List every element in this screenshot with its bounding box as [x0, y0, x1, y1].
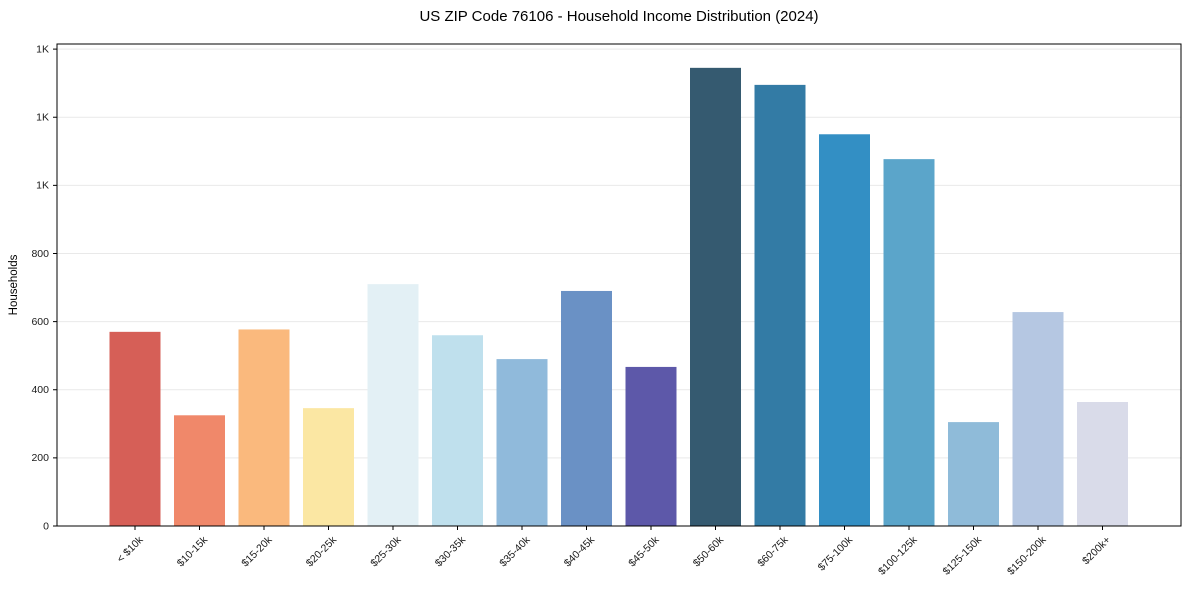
bar [1012, 312, 1064, 526]
x-axis-tick-label: $40-45k [562, 534, 598, 570]
y-axis-tick-label: 400 [31, 384, 49, 396]
x-axis-tick-label: $30-35k [433, 534, 469, 570]
y-axis-tick-label: 0 [43, 520, 49, 532]
bar [948, 422, 999, 526]
y-axis-tick-label: 800 [31, 248, 49, 260]
x-axis-tick-label: $60-75k [755, 534, 791, 570]
x-axis-tick-label: $200k+ [1080, 534, 1113, 567]
x-axis-tick-label: $20-25k [304, 534, 340, 570]
x-axis-tick-label: $35-40k [497, 534, 533, 570]
x-axis-tick-label: $100-125k [876, 534, 920, 578]
x-axis-tick-label: $45-50k [626, 534, 662, 570]
x-axis-tick-label: $50-60k [691, 534, 727, 570]
x-axis-tick-label: $15-20k [239, 534, 275, 570]
x-axis-tick-label: $10-15k [175, 534, 211, 570]
bar [496, 359, 548, 526]
y-axis-tick-label: 1K [36, 43, 49, 55]
bar [690, 67, 741, 527]
bar [754, 84, 806, 526]
bar [174, 415, 225, 526]
bar [303, 408, 354, 526]
bar [238, 329, 290, 526]
y-axis-tick-label: 600 [31, 316, 49, 328]
bar [109, 331, 161, 526]
x-axis-tick-label: $75-100k [816, 534, 856, 574]
bar [819, 134, 870, 526]
bar [625, 366, 677, 526]
axis-frame [56, 43, 1182, 527]
bar [432, 335, 483, 526]
x-axis-tick-label: $150-200k [1005, 534, 1049, 578]
x-axis-tick-label: < $10k [115, 534, 147, 566]
y-axis-tick-label: 1K [36, 112, 49, 124]
chart-title: US ZIP Code 76106 - Household Income Dis… [419, 8, 819, 25]
bar [367, 284, 419, 526]
x-axis-tick-label: $125-150k [941, 534, 985, 578]
y-axis-tick-label: 1K [36, 180, 49, 192]
bar [561, 290, 612, 526]
bar [883, 159, 935, 526]
y-axis-label: Households [8, 254, 20, 316]
y-axis-tick-label: 200 [31, 452, 49, 464]
x-axis-tick-label: $25-30k [368, 534, 404, 570]
bar [1077, 402, 1128, 526]
